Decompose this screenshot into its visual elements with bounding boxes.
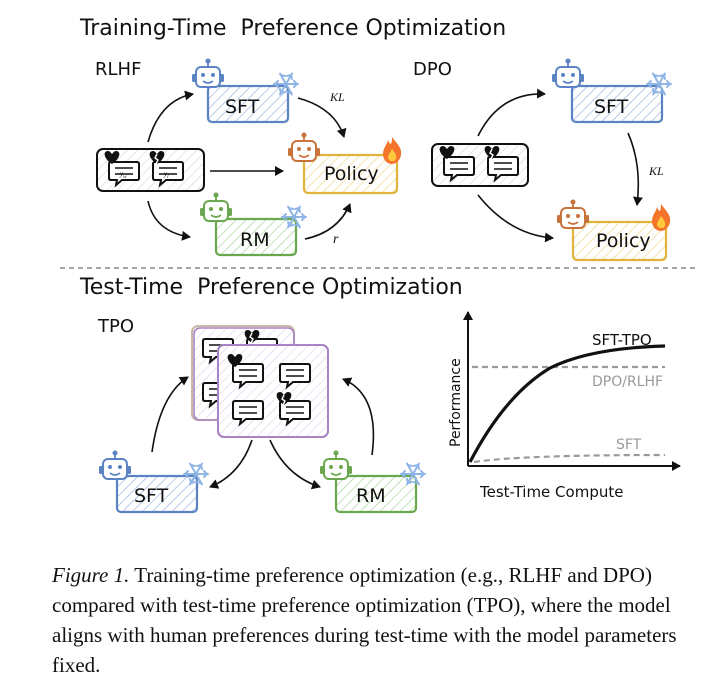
legend-sft-tpo: SFT-TPO: [592, 331, 652, 349]
svg-text:yw: yw: [119, 170, 127, 180]
tpo-sft-node: SFT: [98, 449, 209, 514]
tpo-rm-node: RM: [319, 449, 426, 514]
svg-text:yl: yl: [163, 170, 169, 180]
rlhf-arrows: [147, 90, 352, 241]
rlhf-preference-pair: [96, 148, 205, 192]
robot-icon: [199, 191, 233, 222]
legend-dpo-rlhf: DPO/RLHF: [592, 374, 663, 390]
sft-tpo-curve: [468, 344, 666, 463]
tpo-rm-label: RM: [356, 485, 386, 507]
bubble-subscripts: yw yl: [119, 170, 169, 180]
dpo-sft-node: SFT: [551, 57, 672, 124]
caption-text: Training-time preference optimization (e…: [52, 563, 677, 677]
dpo-kl-label: KL: [648, 164, 664, 178]
training-title: Training-Time Preference Optimization: [79, 16, 506, 41]
figure-caption: Figure 1. Training-time preference optim…: [52, 560, 712, 680]
robot-icon: [556, 198, 590, 229]
caption-label: Figure 1.: [52, 563, 130, 587]
robot-icon: [191, 57, 225, 88]
robot-icon: [287, 131, 321, 162]
tpo-label: TPO: [97, 316, 134, 337]
dpo-arrows: [477, 88, 643, 243]
tpo-response-stack: [191, 325, 329, 438]
rlhf-policy-node: Policy: [287, 131, 402, 195]
rlhf-kl-label: KL: [329, 90, 345, 104]
legend-sft: SFT: [616, 437, 642, 453]
fire-icon: [383, 137, 402, 164]
tpo-arrows: [151, 376, 375, 490]
dpo-preference-pair: [431, 143, 529, 187]
rlhf-policy-label: Policy: [324, 163, 379, 185]
dpo-policy-label: Policy: [596, 230, 651, 252]
dpo-policy-node: Policy: [556, 198, 671, 262]
y-axis-label: Performance: [448, 358, 464, 447]
x-axis-label: Test-Time Compute: [479, 483, 623, 501]
overview-figure: Training-Time Preference Optimization RL…: [60, 16, 695, 514]
dpo-sft-label: SFT: [594, 96, 629, 118]
rlhf-rm-label: RM: [240, 229, 270, 251]
rlhf-r-label: r: [333, 232, 339, 247]
robot-icon: [319, 449, 353, 480]
fire-icon: [652, 204, 671, 231]
test-title: Test-Time Preference Optimization: [79, 275, 463, 300]
rlhf-label: RLHF: [95, 59, 141, 80]
tpo-sft-label: SFT: [134, 485, 169, 507]
robot-icon: [551, 57, 585, 88]
dpo-label: DPO: [413, 59, 452, 80]
performance-plot: Performance Test-Time Compute SFT-TPO DP…: [448, 311, 681, 501]
rlhf-sft-node: SFT: [191, 57, 299, 124]
sft-line: [473, 453, 666, 464]
rlhf-sft-label: SFT: [225, 96, 260, 118]
robot-icon: [98, 449, 132, 480]
rlhf-rm-node: RM: [199, 191, 307, 257]
